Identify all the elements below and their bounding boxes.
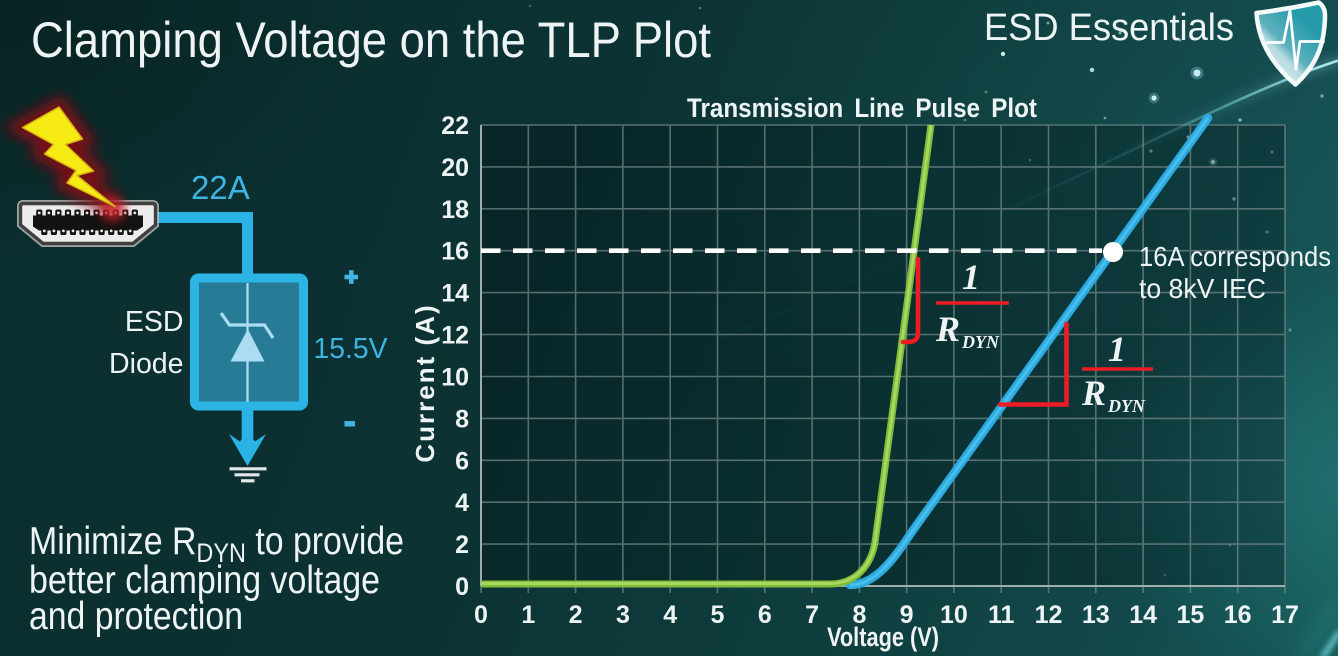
svg-text:10: 10 — [940, 601, 968, 629]
svg-text:6: 6 — [455, 447, 469, 475]
svg-text:14: 14 — [441, 280, 469, 308]
svg-text:6: 6 — [758, 601, 772, 629]
svg-text:DYN: DYN — [961, 332, 1000, 352]
svg-text:Minimize RDYN to provide: Minimize RDYN to provide — [29, 520, 404, 568]
svg-text:5: 5 — [711, 601, 725, 629]
svg-text:16A corresponds: 16A corresponds — [1139, 241, 1331, 272]
svg-text:0: 0 — [455, 573, 469, 601]
svg-text:Diode: Diode — [109, 348, 183, 380]
svg-text:1: 1 — [1108, 329, 1126, 369]
svg-text:12: 12 — [441, 322, 469, 350]
svg-text:8: 8 — [455, 405, 469, 433]
svg-text:18: 18 — [441, 196, 469, 224]
svg-text:10: 10 — [441, 364, 469, 392]
svg-text:1: 1 — [521, 601, 535, 629]
svg-text:11: 11 — [988, 601, 1015, 629]
svg-text:16: 16 — [441, 238, 469, 266]
svg-text:2: 2 — [569, 601, 583, 629]
svg-text:4: 4 — [455, 489, 469, 517]
svg-text:R: R — [935, 309, 960, 349]
svg-text:7: 7 — [805, 601, 819, 629]
svg-text:8: 8 — [852, 601, 866, 629]
svg-text:R: R — [1081, 373, 1106, 413]
svg-text:14: 14 — [1129, 601, 1157, 629]
svg-text:22A: 22A — [191, 169, 250, 206]
svg-text:16: 16 — [1224, 601, 1252, 629]
svg-text:to 8kV IEC: to 8kV IEC — [1139, 273, 1266, 304]
svg-text:12: 12 — [1035, 601, 1063, 629]
svg-text:15: 15 — [1176, 601, 1204, 629]
svg-text:3: 3 — [616, 601, 630, 629]
svg-text:DYN: DYN — [1107, 396, 1146, 416]
svg-text:9: 9 — [900, 601, 914, 629]
svg-text:Clamping Voltage on the TLP Pl: Clamping Voltage on the TLP Plot — [31, 12, 711, 68]
svg-text:22: 22 — [441, 112, 469, 140]
svg-text:ESD: ESD — [125, 306, 184, 338]
svg-text:ESD Essentials: ESD Essentials — [984, 7, 1234, 49]
svg-text:better clamping voltage: better clamping voltage — [29, 559, 380, 602]
svg-text:Transmission Line Pulse Plot: Transmission Line Pulse Plot — [687, 93, 1037, 123]
svg-text:Voltage (V): Voltage (V) — [827, 622, 939, 652]
svg-text:Current (A): Current (A) — [410, 303, 440, 462]
svg-text:0: 0 — [474, 601, 488, 629]
svg-text:20: 20 — [441, 154, 469, 182]
svg-text:and protection: and protection — [29, 595, 243, 638]
svg-text:17: 17 — [1271, 601, 1299, 629]
svg-text:15.5V: 15.5V — [314, 333, 389, 365]
svg-text:13: 13 — [1082, 601, 1110, 629]
svg-text:2: 2 — [455, 531, 469, 559]
svg-text:1: 1 — [962, 257, 980, 297]
svg-text:4: 4 — [663, 601, 677, 629]
